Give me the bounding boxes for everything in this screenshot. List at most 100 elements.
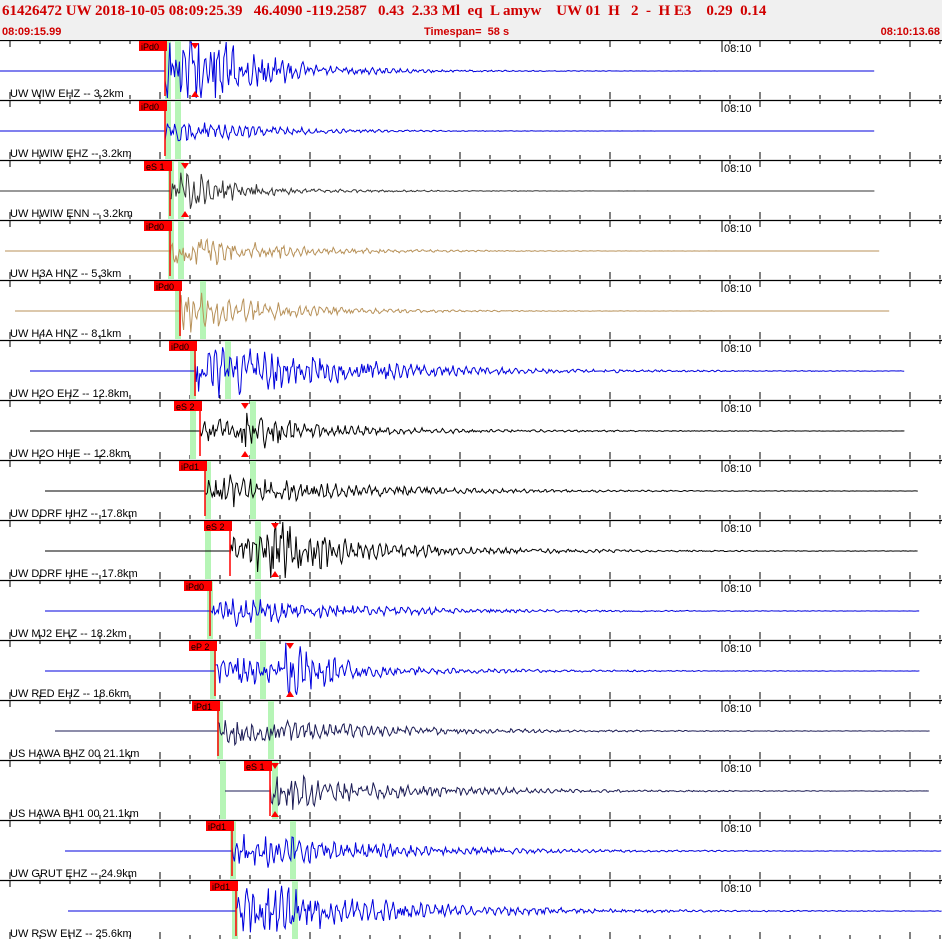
channel-label: UW GRUT EHZ -- 24.9km [10, 868, 137, 880]
channel-label: UW H2O HHE -- 12.8km [10, 448, 130, 460]
minute-label: 08:10 [724, 283, 752, 295]
s-arrival-marker[interactable] [241, 451, 249, 457]
waveform-trace[interactable] [45, 521, 918, 579]
pick-label: iPd0 [186, 582, 204, 592]
end-time: 08:10:13.68 [880, 26, 940, 38]
waveform-trace[interactable] [0, 41, 875, 99]
seismogram-panels[interactable]: 08:10 iPd0 UW WIW EHZ -- 3.2km 08:10 iPd0 UW … [0, 40, 942, 940]
channel-panel[interactable]: 08:10 eS 2 UW DDRF HHE -- 17.8km [0, 519, 942, 581]
s-arrival-marker[interactable] [271, 571, 279, 577]
pick-flag[interactable] [144, 161, 172, 171]
minute-label: 08:10 [724, 523, 752, 535]
pick-label: iPd0 [141, 42, 159, 52]
waveform-trace[interactable] [55, 719, 930, 747]
minute-label: 08:10 [724, 43, 752, 55]
pick-window-highlight [232, 881, 238, 939]
channel-panel[interactable]: 08:10 iPd1 UW DDRF HHZ -- 17.8km [0, 459, 942, 521]
minute-label: 08:10 [724, 643, 752, 655]
pick-flag[interactable] [210, 881, 238, 891]
event-summary: 61426472 UW 2018-10-05 08:09:25.39 46.40… [2, 3, 767, 19]
pick-flag[interactable] [139, 101, 167, 111]
channel-panel[interactable]: 08:10 iPd0 UW H4A HNZ -- 8.1km [0, 279, 942, 341]
pick-flag[interactable] [189, 641, 217, 651]
s-arrival-marker[interactable] [286, 691, 294, 697]
pick-label: iPd0 [141, 102, 159, 112]
channel-panel[interactable]: 08:10 iPd1 UW RSW EHZ -- 25.6km [0, 879, 942, 940]
waveform-trace[interactable] [0, 172, 875, 209]
minute-label: 08:10 [724, 343, 752, 355]
channel-panel[interactable]: 08:10 iPd0 UW HWIW EHZ -- 3.2km [0, 99, 942, 161]
s-arrival-marker[interactable] [286, 643, 294, 649]
channel-panel[interactable]: 08:10 iPd1 UW GRUT EHZ -- 24.9km [0, 819, 942, 881]
pick-window-highlight [250, 461, 256, 519]
pick-window-highlight [190, 341, 196, 399]
channel-panel[interactable]: 08:10 iPd0 UW MJ2 EHZ -- 18.2km [0, 579, 942, 641]
s-arrival-marker[interactable] [191, 43, 199, 49]
pick-flag[interactable] [179, 461, 207, 471]
minute-label: 08:10 [724, 103, 752, 115]
trace-canvas[interactable]: 08:10 iPd0 UW WIW EHZ -- 3.2km 08:10 iPd0 UW … [0, 40, 942, 940]
pick-window-highlight [175, 41, 181, 99]
channel-panel[interactable]: 08:10 iPd0 UW WIW EHZ -- 3.2km [0, 40, 942, 101]
s-arrival-marker[interactable] [181, 211, 189, 217]
channel-label: UW H4A HNZ -- 8.1km [10, 328, 121, 340]
minute-label: 08:10 [724, 583, 752, 595]
channel-label: UW DDRF HHE -- 17.8km [10, 568, 138, 580]
pick-flag[interactable] [174, 401, 202, 411]
pick-window-highlight [178, 161, 184, 219]
s-arrival-marker[interactable] [191, 91, 199, 97]
waveform-trace[interactable] [45, 474, 918, 508]
waveform-trace[interactable] [65, 834, 942, 868]
s-arrival-marker[interactable] [271, 523, 279, 529]
pick-label: eS 1 [146, 162, 165, 172]
channel-panel[interactable]: 08:10 iPd1 US HAWA BHZ 00 21.1km [0, 699, 942, 761]
minute-label: 08:10 [724, 823, 752, 835]
channel-panel[interactable]: 08:10 iPd0 UW H2O EHZ -- 12.8km [0, 339, 942, 401]
start-time: 08:09:15.99 [2, 26, 62, 38]
waveform-trace[interactable] [45, 642, 920, 697]
minute-label: 08:10 [724, 703, 752, 715]
minute-label: 08:10 [724, 463, 752, 475]
s-arrival-marker[interactable] [271, 811, 279, 817]
pick-flag[interactable] [244, 761, 272, 771]
pick-window-highlight [255, 581, 261, 639]
pick-flag[interactable] [169, 341, 197, 351]
minute-label: 08:10 [724, 163, 752, 175]
waveform-trace[interactable] [15, 292, 890, 333]
s-arrival-marker[interactable] [181, 163, 189, 169]
waveform-trace[interactable] [45, 598, 920, 627]
pick-flag[interactable] [184, 581, 212, 591]
pick-flag[interactable] [204, 521, 232, 531]
waveform-trace[interactable] [30, 347, 905, 399]
pick-flag[interactable] [139, 41, 167, 51]
channel-panel[interactable]: 08:10 iPd0 UW H3A HNZ -- 5.3km [0, 219, 942, 281]
channel-panel[interactable]: 08:10 eP 2 UW RED EHZ -- 18.6km [0, 639, 942, 701]
channel-label: UW H3A HNZ -- 5.3km [10, 268, 121, 280]
pick-flag[interactable] [192, 701, 220, 711]
pick-window-highlight [255, 521, 261, 579]
channel-panel[interactable]: 08:10 eS 2 UW H2O HHE -- 12.8km [0, 399, 942, 461]
s-arrival-marker[interactable] [271, 763, 279, 769]
channel-label: US HAWA BHZ 00 21.1km [10, 748, 139, 760]
pick-label: iPd1 [208, 822, 226, 832]
pick-label: eS 2 [206, 522, 225, 532]
waveform-trace[interactable] [5, 237, 880, 266]
waveform-trace[interactable] [68, 885, 942, 933]
pick-window-highlight [205, 521, 211, 579]
channel-panel[interactable]: 08:10 eS 1 UW HWIW ENN -- 3.2km [0, 159, 942, 221]
pick-flag[interactable] [206, 821, 234, 831]
pick-label: eS 1 [246, 762, 265, 772]
pick-flag[interactable] [144, 221, 172, 231]
waveform-trace[interactable] [30, 412, 905, 449]
minute-label: 08:10 [724, 763, 752, 775]
s-arrival-marker[interactable] [241, 403, 249, 409]
minute-label: 08:10 [724, 883, 752, 895]
waveform-trace[interactable] [0, 122, 875, 142]
pick-window-highlight [168, 161, 174, 219]
pick-flag[interactable] [154, 281, 182, 291]
channel-label: US HAWA BH1 00 21.1km [10, 808, 139, 820]
channel-panel[interactable]: 08:10 eS 1 US HAWA BH1 00 21.1km [0, 759, 942, 821]
waveform-trace[interactable] [225, 774, 929, 810]
pick-window-highlight [165, 101, 171, 159]
pick-label: eP 2 [191, 642, 209, 652]
